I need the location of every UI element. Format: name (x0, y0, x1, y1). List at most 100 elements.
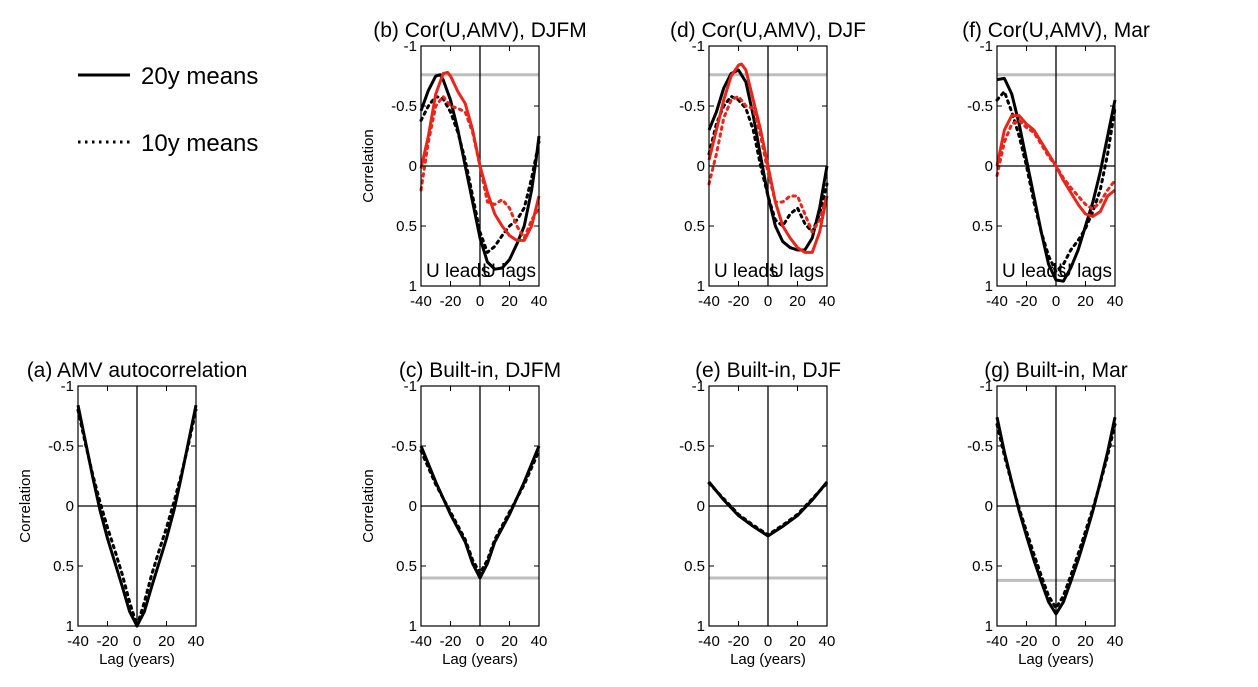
y-tick-label: -1 (980, 378, 993, 395)
series-line-black-dotted (995, 90, 1117, 274)
x-tick-label: -40 (410, 293, 432, 310)
panel-b: -40 -20 0 20 40 -1 -0.5 0 0.5 1 (b) Cor(U,AMV), DJ… (360, 19, 587, 310)
x-tick-label: -20 (440, 293, 462, 310)
panel-f: -40 -20 0 20 40 -1 -0.5 0 0.5 1 (f) Cor(U,AMV), Ma… (962, 19, 1150, 310)
x-tick-label: 20 (789, 633, 806, 650)
x-tick-label: -20 (728, 633, 750, 650)
y-axis-label: Correlation (360, 469, 377, 542)
x-axis-label: Lag (years) (99, 651, 175, 668)
y-tick-label: -0.5 (679, 438, 705, 455)
x-tick-label: -20 (97, 633, 119, 650)
panel-title: (c) Built-in, DJFM (399, 359, 561, 382)
y-tick-label: -0.5 (391, 98, 417, 115)
y-tick-label: 0.5 (396, 218, 417, 235)
panel-title: (e) Built-in, DJF (695, 359, 841, 382)
y-tick-label: -1 (61, 378, 74, 395)
panel-a: -40 -20 0 20 40 -1 -0.5 0 0.5 1 (a) AMV autocorrel… (17, 359, 247, 668)
chart-panels: -40 -20 0 20 40 -1 -0.5 0 0.5 1 (a) AMV autocorrel… (17, 19, 1150, 668)
series-line-black-dotted (707, 481, 829, 537)
y-tick-label: 0 (697, 498, 705, 515)
u-lags-label: U lags (482, 261, 536, 282)
y-tick-label: 1 (985, 618, 993, 635)
x-tick-label: -40 (698, 293, 720, 310)
panel-c: -40 -20 0 20 40 -1 -0.5 0 0.5 1 (c) Built-in, DJFM… (360, 359, 561, 668)
series-line-red-dotted (419, 94, 541, 240)
x-tick-label: -40 (410, 633, 432, 650)
x-tick-label: -40 (986, 633, 1008, 650)
panel-e: -40 -20 0 20 40 -1 -0.5 0 0.5 1 (e) Built-in, DJF L… (679, 359, 841, 668)
y-tick-label: -1 (980, 38, 993, 55)
x-tick-label: -20 (1016, 633, 1038, 650)
panel-title: (g) Built-in, Mar (984, 359, 1128, 382)
x-tick-label: 40 (188, 633, 205, 650)
x-tick-label: 20 (1077, 633, 1094, 650)
u-leads-label: U leads (714, 261, 778, 282)
x-axis-label: Lag (years) (442, 651, 518, 668)
y-tick-label: 1 (697, 618, 705, 635)
series-line-black-solid (996, 76, 1117, 283)
y-tick-label: 0.5 (972, 218, 993, 235)
legend-solid-label: 20y means (141, 63, 258, 90)
x-tick-label: 40 (1107, 293, 1124, 310)
u-leads-label: U leads (426, 261, 490, 282)
y-tick-label: 0.5 (684, 218, 705, 235)
series-line-black-dotted (419, 449, 541, 575)
x-tick-label: -20 (1016, 293, 1038, 310)
y-tick-label: -0.5 (967, 438, 993, 455)
x-tick-label: 20 (501, 293, 518, 310)
x-tick-label: 0 (476, 633, 484, 650)
legend-dotted-label: 10y means (141, 130, 258, 157)
y-tick-label: -0.5 (391, 438, 417, 455)
y-tick-label: 0 (409, 498, 417, 515)
u-leads-label: U leads (1002, 261, 1066, 282)
series-line-black-solid (707, 68, 829, 252)
x-tick-label: 20 (501, 633, 518, 650)
x-tick-label: -40 (698, 633, 720, 650)
x-tick-label: -20 (440, 633, 462, 650)
legend: 20y means 10y means (78, 63, 258, 157)
x-tick-label: 0 (476, 293, 484, 310)
x-tick-label: 40 (531, 293, 548, 310)
x-axis-label: Lag (years) (730, 651, 806, 668)
y-tick-label: -1 (692, 378, 705, 395)
x-tick-label: 40 (819, 633, 836, 650)
x-tick-label: 20 (158, 633, 175, 650)
panel-g: -40 -20 0 20 40 -1 -0.5 0 0.5 1 (g) Built-in, Mar L… (967, 359, 1128, 668)
panel-d: -40 -20 0 20 40 -1 -0.5 0 0.5 1 (d) Cor(U,AMV), DJ… (670, 19, 866, 310)
panel-title: (d) Cor(U,AMV), DJF (670, 19, 866, 42)
x-tick-label: 40 (1107, 633, 1124, 650)
series-line-black-dotted (995, 422, 1117, 610)
x-axis-label: Lag (years) (1018, 651, 1094, 668)
series-line-black-solid (419, 73, 541, 271)
x-tick-label: 0 (1052, 633, 1060, 650)
x-tick-label: -40 (67, 633, 89, 650)
y-tick-label: 0.5 (972, 558, 993, 575)
series-line-black-dotted (419, 94, 541, 254)
y-tick-label: 0 (697, 158, 705, 175)
y-tick-label: 0 (66, 498, 74, 515)
x-tick-label: 0 (133, 633, 141, 650)
y-tick-label: 1 (409, 618, 417, 635)
series-line-black-dotted (707, 94, 829, 234)
y-tick-label: 0.5 (684, 558, 705, 575)
y-tick-label: 1 (985, 278, 993, 295)
y-tick-label: 0 (985, 158, 993, 175)
panel-title: (f) Cor(U,AMV), Mar (962, 19, 1150, 42)
x-tick-label: -20 (728, 293, 750, 310)
x-tick-label: 40 (819, 293, 836, 310)
y-tick-label: -0.5 (679, 98, 705, 115)
x-tick-label: -40 (986, 293, 1008, 310)
y-tick-label: -1 (404, 378, 417, 395)
x-tick-label: 0 (764, 633, 772, 650)
series-line-red-dotted (707, 94, 829, 234)
panel-title: (a) AMV autocorrelation (27, 359, 248, 382)
x-tick-label: 20 (789, 293, 806, 310)
y-tick-label: -0.5 (48, 438, 74, 455)
u-lags-label: U lags (770, 261, 824, 282)
panel-title: (b) Cor(U,AMV), DJFM (373, 19, 587, 42)
y-tick-label: 1 (409, 278, 417, 295)
y-axis-label: Correlation (17, 469, 34, 542)
x-tick-label: 0 (764, 293, 772, 310)
x-tick-label: 40 (531, 633, 548, 650)
